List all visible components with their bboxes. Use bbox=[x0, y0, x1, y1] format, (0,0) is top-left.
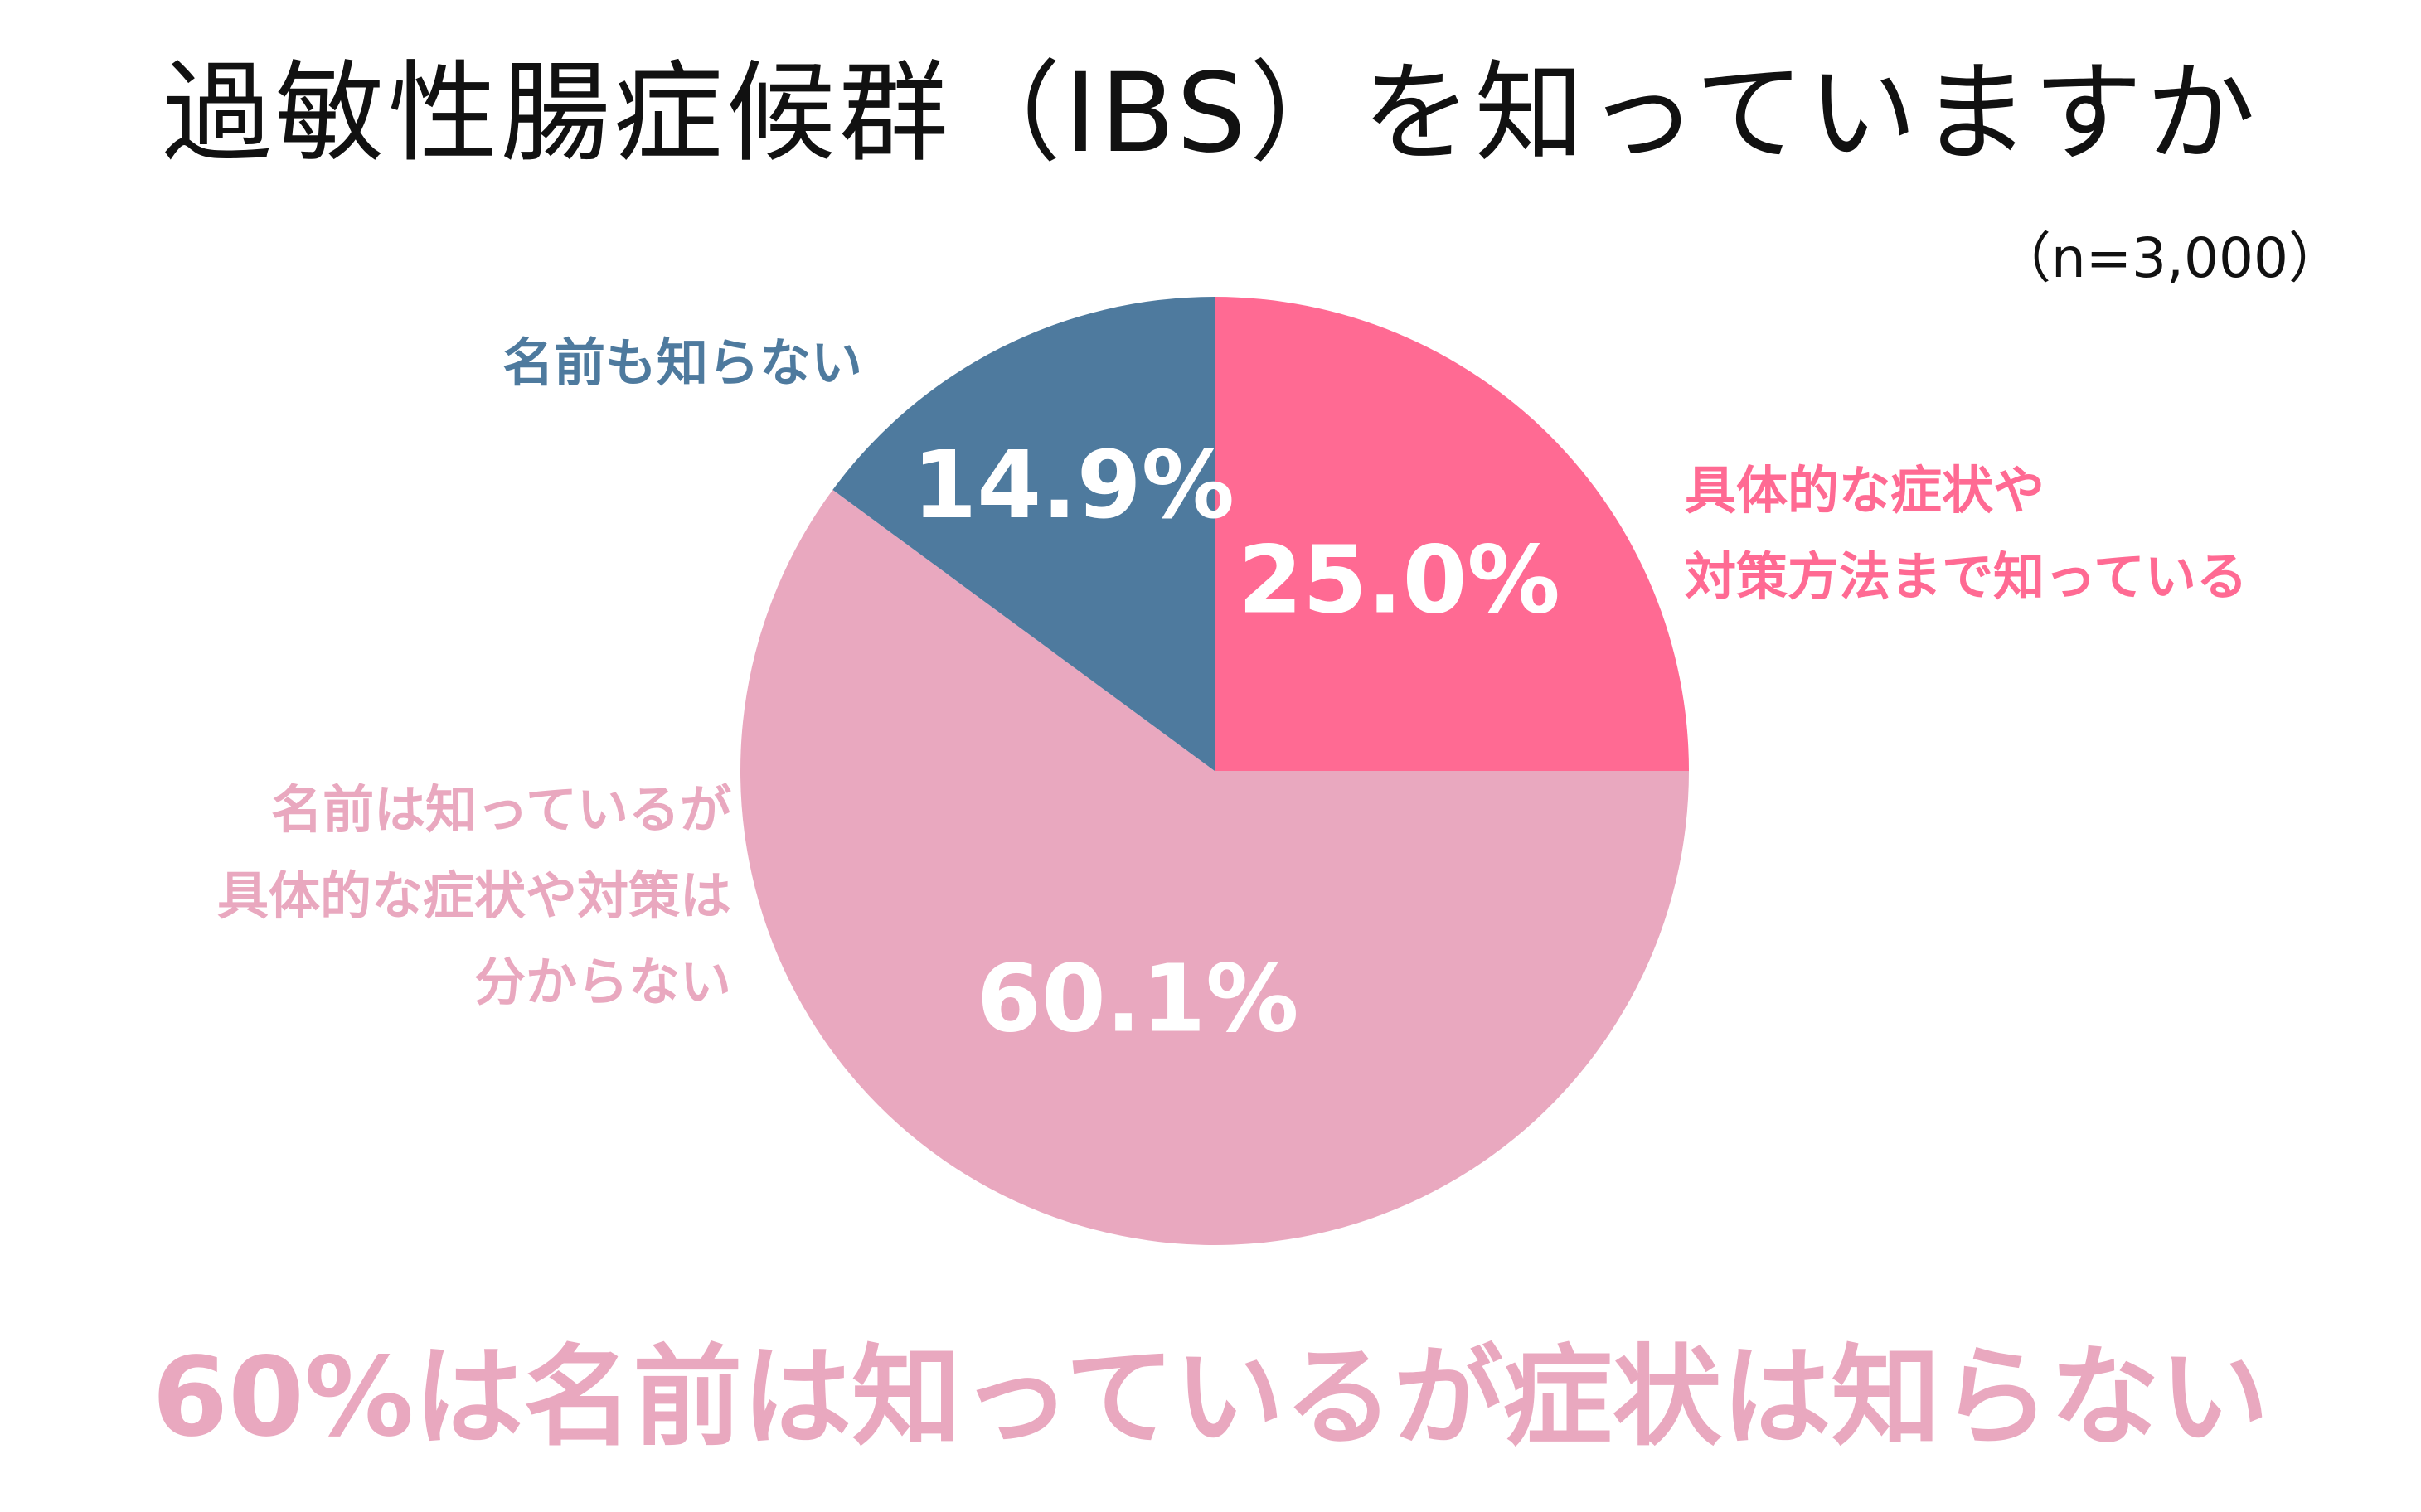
pie-value-label-fully-known: 25.0% bbox=[1238, 526, 1560, 634]
slice-label-name-only: 名前は知っているが 具体的な症状や対策は 分からない bbox=[217, 767, 731, 1025]
sample-size-note: （n=3,000） bbox=[1996, 226, 2343, 290]
slice-label-line: 具体的な症状や対策は bbox=[216, 865, 731, 926]
pie-slice-name-only bbox=[740, 489, 1689, 1246]
pie-value-label-name-unknown: 14.9% bbox=[912, 432, 1235, 540]
slice-label-line: 名前も知らない bbox=[502, 332, 863, 393]
slice-label-fully-known: 具体的な症状や 対策方法まで知っている bbox=[1685, 448, 2248, 620]
pie-value-label-name-only: 60.1% bbox=[977, 945, 1299, 1053]
slice-label-name-unknown: 名前も知らない bbox=[502, 320, 862, 406]
pie-slice-fully-known bbox=[1215, 297, 1689, 771]
headline: 60%は名前は知っているが症状は知らない bbox=[152, 1334, 2269, 1461]
slice-label-line: 名前は知っているが bbox=[271, 779, 731, 840]
pie-slice-name-unknown bbox=[832, 297, 1215, 771]
slice-label-line: 分からない bbox=[473, 952, 731, 1012]
slice-label-line: 具体的な症状や bbox=[1685, 460, 2045, 521]
slice-label-line: 対策方法まで知っている bbox=[1685, 546, 2248, 607]
chart-title: 過敏性腸症候群（IBS）を知っていますか bbox=[162, 50, 2259, 177]
